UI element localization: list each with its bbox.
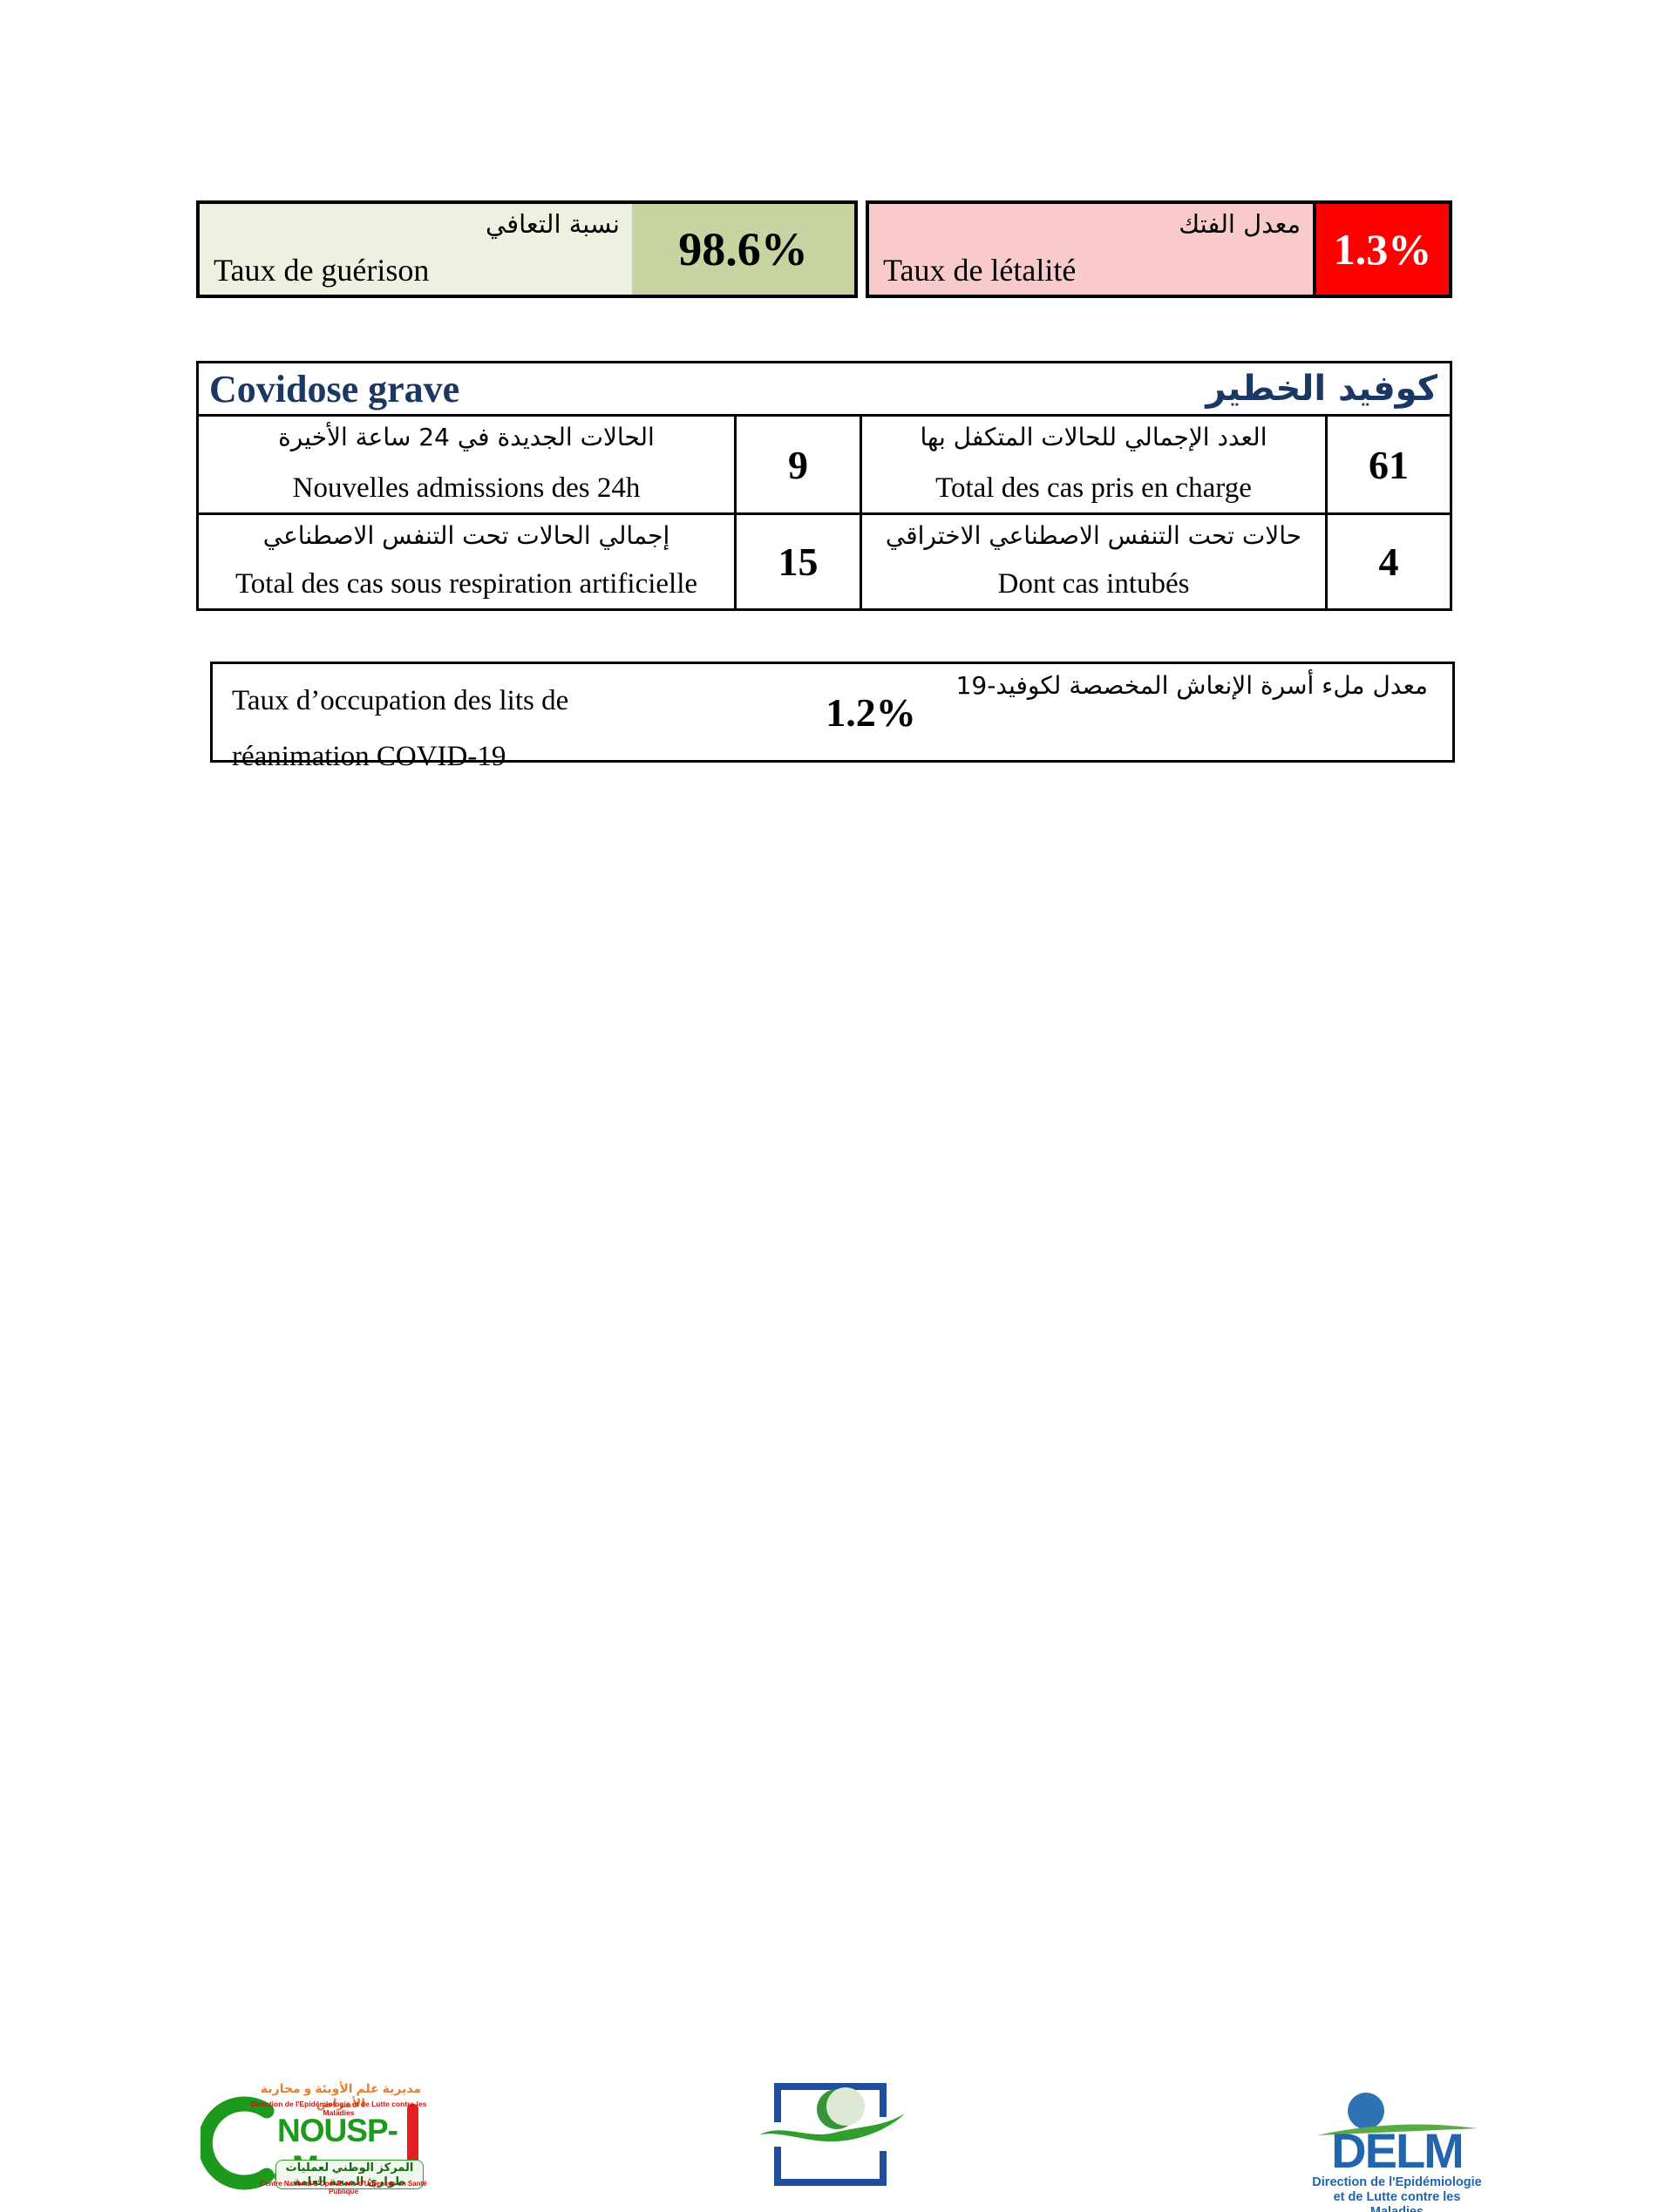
intubated-arabic: حالات تحت التنفس الاصطناعي الاختراقي: [885, 521, 1302, 550]
ventilation-value: 15: [734, 512, 860, 608]
intubated-label-cell: حالات تحت التنفس الاصطناعي الاختراقي Don…: [860, 512, 1325, 608]
new-admissions-value: 9: [734, 417, 860, 512]
new-admissions-french: Nouvelles admissions des 24h: [292, 472, 641, 504]
intubated-french: Dont cas intubés: [997, 568, 1190, 600]
icu-label-french-line1: Taux d’occupation des lits de: [232, 685, 569, 716]
nousp-arabic-top: مديرية علم الأوبئة و محاربة الأمراض: [260, 2081, 422, 2110]
rates-row: نسبة التعافي Taux de guérison 98.6% معدل…: [196, 200, 1452, 298]
ministry-frame-bottom: [774, 2147, 887, 2186]
recovery-rate-value: 98.6%: [632, 204, 854, 295]
nousp-arabic-bottom-text: المركز الوطني لعمليات طوارئ الصحة العامة: [275, 2160, 424, 2189]
severe-table-grid: الحالات الجديدة في 24 ساعة الأخيرة Nouve…: [199, 417, 1450, 608]
icu-label-arabic: معدل ملء أسرة الإنعاش المخصصة لكوفيد-19: [955, 671, 1428, 700]
delm-title: DELM: [1331, 2123, 1465, 2178]
lethality-rate-value: 1.3%: [1313, 204, 1449, 295]
nousp-arabic-bottom: المركز الوطني لعمليات طوارئ الصحة العامة: [275, 2160, 424, 2189]
ventilation-label-cell: إجمالي الحالات تحت التنفس الاصطناعي Tota…: [199, 512, 734, 608]
lethality-label-arabic: معدل الفتك: [1179, 209, 1301, 239]
delm-circle: [1348, 2093, 1384, 2129]
delm-logo: DELM Direction de l'Epidémiologie et de …: [1312, 2085, 1482, 2212]
ventilation-arabic: إجمالي الحالات تحت التنفس الاصطناعي: [262, 521, 670, 550]
ministry-moon: [826, 2087, 865, 2126]
delm-caption: Direction de l'Epidémiologie et de Lutte…: [1312, 2175, 1482, 2212]
total-cases-label-cell: العدد الإجمالي للحالات المتكفل بها Total…: [860, 417, 1325, 512]
recovery-label-french: Taux de guérison: [214, 253, 430, 288]
icu-occupancy-value: 1.2%: [826, 689, 916, 735]
nousp-c-arc: [197, 2096, 275, 2190]
total-cases-french: Total des cas pris en charge: [935, 472, 1252, 504]
intubated-value: 4: [1325, 512, 1450, 608]
icu-occupancy-box: Taux d’occupation des lits de réanimatio…: [210, 662, 1455, 772]
severe-covid-table: Covidose grave كوفيد الخطير الحالات الجد…: [196, 361, 1452, 611]
total-cases-value: 61: [1325, 417, 1450, 512]
severe-title-arabic: كوفيد الخطير: [1206, 369, 1437, 409]
delm-logo-graphic: [1317, 2093, 1478, 2135]
icu-label-french: Taux d’occupation des lits de réanimatio…: [232, 673, 568, 784]
nousp-maroc-logo: مديرية علم الأوبئة و محاربة الأمراض Dire…: [197, 2081, 429, 2205]
recovery-label-arabic: نسبة التعافي: [486, 209, 620, 239]
lethality-rate-box: معدل الفتك Taux de létalité 1.3%: [866, 200, 1452, 298]
severe-title-french: Covidose grave: [209, 367, 460, 411]
ministry-logo-graphic: [758, 2083, 905, 2186]
delm-swoosh: [1317, 2124, 1478, 2135]
delm-caption-line2: et de Lutte contre les Maladies: [1333, 2190, 1461, 2212]
ministry-frame-top: [774, 2083, 887, 2122]
new-admissions-arabic: الحالات الجديدة في 24 ساعة الأخيرة: [278, 423, 655, 451]
severe-table-header: Covidose grave كوفيد الخطير: [199, 363, 1450, 417]
lethality-rate-label: معدل الفتك Taux de létalité: [869, 204, 1313, 295]
nousp-french-top: Direction de l'Epidémiologie et de Lutte…: [250, 2100, 427, 2117]
total-cases-arabic: العدد الإجمالي للحالات المتكفل بها: [920, 423, 1267, 451]
recovery-rate-box: نسبة التعافي Taux de guérison 98.6%: [196, 200, 858, 298]
nousp-french-bottom: Centre National d'Opérations d'Urgences …: [260, 2180, 427, 2195]
ventilation-french: Total des cas sous respiration artificie…: [234, 568, 698, 600]
ministry-health-logo: [758, 2077, 905, 2192]
lethality-label-french: Taux de létalité: [883, 253, 1077, 288]
ministry-wave: [758, 2114, 905, 2142]
icu-label-french-line2: réanimation COVID-19: [232, 741, 506, 772]
new-admissions-label-cell: الحالات الجديدة في 24 ساعة الأخيرة Nouve…: [199, 417, 734, 512]
delm-caption-line1: Direction de l'Epidémiologie: [1312, 2175, 1482, 2189]
recovery-rate-label: نسبة التعافي Taux de guérison: [200, 204, 632, 295]
